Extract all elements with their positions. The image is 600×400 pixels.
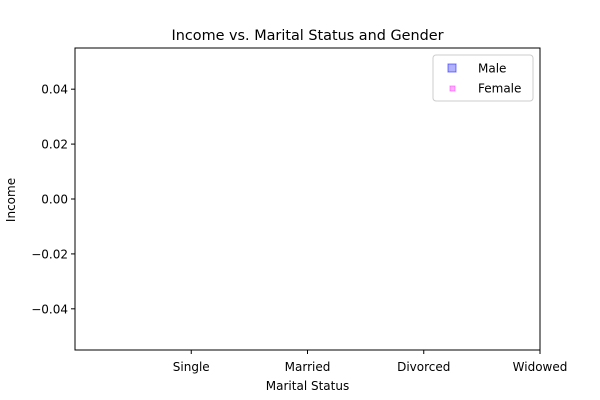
legend-marker-male (447, 63, 457, 73)
legend-marker-female (449, 85, 456, 92)
x-tick-label: Single (173, 360, 210, 374)
y-tick-label: 0.04 (41, 83, 68, 97)
y-axis-title: Income (4, 178, 18, 222)
legend: Male Female (432, 54, 534, 102)
y-tick-label: 0.00 (41, 193, 68, 207)
x-tick-label: Divorced (397, 360, 450, 374)
legend-label: Male (478, 62, 506, 76)
y-tick-label: 0.02 (41, 138, 68, 152)
chart-title: Income vs. Marital Status and Gender (172, 28, 444, 44)
x-tick-label: Married (285, 360, 331, 374)
legend-box (432, 54, 534, 102)
y-tick-label: −0.04 (31, 302, 68, 316)
x-tick-label: Widowed (513, 360, 568, 374)
legend-label: Female (478, 82, 521, 96)
x-axis-title: Marital Status (266, 379, 349, 393)
x-axis: Single Married Divorced Widowed (173, 350, 568, 374)
y-axis: 0.04 0.02 0.00 −0.02 −0.04 (31, 83, 75, 316)
y-tick-label: −0.02 (31, 247, 68, 261)
